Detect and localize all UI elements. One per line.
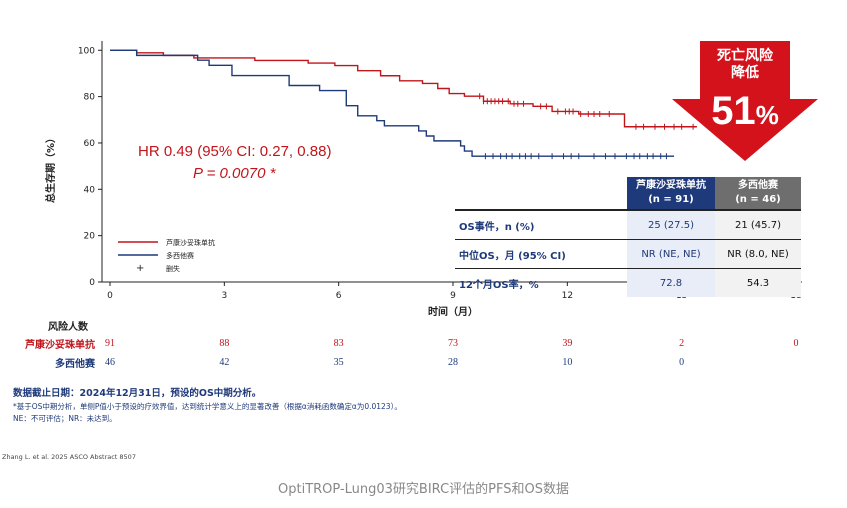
os-row-value: 54.3 bbox=[715, 268, 801, 297]
risk-count: 2 bbox=[679, 338, 684, 349]
risk-count: 46 bbox=[105, 357, 115, 368]
y-tick-label: 80 bbox=[84, 93, 96, 103]
risk-count: 73 bbox=[448, 338, 458, 349]
os-row-value: NR (NE, NE) bbox=[627, 239, 715, 269]
arrow-unit: % bbox=[755, 100, 779, 130]
y-axis-label: 总生存期（%） bbox=[44, 133, 57, 203]
hr-text: HR 0.49 (95% CI: 0.27, 0.88) bbox=[138, 143, 332, 160]
p-value-text: P = 0.0070 * bbox=[193, 165, 276, 182]
risk-count: 39 bbox=[562, 338, 572, 349]
risk-count: 83 bbox=[334, 338, 344, 349]
os-row-value: 25 (27.5) bbox=[627, 210, 715, 240]
risk-count: 28 bbox=[448, 357, 458, 368]
legend-censor-mark: + bbox=[136, 263, 144, 274]
arrow-percent: 51% bbox=[672, 89, 818, 134]
y-tick-label: 40 bbox=[84, 185, 96, 195]
os-col-2-name: 多西他赛 bbox=[738, 180, 778, 191]
y-tick-label: 20 bbox=[84, 232, 96, 242]
x-tick-label: 12 bbox=[562, 291, 573, 301]
legend-label-series-1: 芦康沙妥珠单抗 bbox=[166, 238, 215, 247]
chart-legend: 芦康沙妥珠单抗 多西他赛 + 删失 bbox=[118, 238, 215, 274]
os-col-2-n: (n = 46) bbox=[735, 194, 781, 205]
os-col-1-n: (n = 91) bbox=[648, 194, 694, 205]
risk-count: 91 bbox=[105, 338, 115, 349]
os-table-header: 芦康沙妥珠单抗 (n = 91) 多西他赛 (n = 46) bbox=[455, 177, 801, 211]
os-col-1-name: 芦康沙妥珠单抗 bbox=[636, 180, 706, 191]
os-summary-table: 芦康沙妥珠单抗 (n = 91) 多西他赛 (n = 46) OS事件，n (%) … bbox=[455, 177, 801, 297]
y-tick-label: 60 bbox=[84, 139, 96, 149]
risk-count: 35 bbox=[334, 357, 344, 368]
os-row-value: 21 (45.7) bbox=[715, 210, 801, 240]
footnote-abbreviations: NE：不可评估；NR：未达到。 bbox=[13, 414, 117, 423]
os-table-header-empty bbox=[455, 177, 627, 211]
os-row-label: 12个月OS率，% bbox=[459, 279, 539, 291]
x-tick-label: 0 bbox=[107, 291, 113, 301]
survival-curve-series-2 bbox=[110, 49, 675, 157]
y-tick-label: 100 bbox=[78, 46, 95, 56]
risk-row-label-series-2: 多西他赛 bbox=[55, 359, 95, 370]
arrow-line-2: 降低 bbox=[731, 65, 759, 81]
footnote-significance: *基于OS中期分析，单侧P值小于预设的疗效界值，达到统计学意义上的显著改善（根据… bbox=[13, 402, 402, 411]
risk-row-label-series-1: 芦康沙妥珠单抗 bbox=[25, 340, 95, 351]
risk-count: 42 bbox=[219, 357, 229, 368]
hr-annotation: HR 0.49 (95% CI: 0.27, 0.88) P = 0.0070 … bbox=[138, 141, 331, 185]
arrow-line-1: 死亡风险 bbox=[717, 48, 773, 64]
risk-count: 10 bbox=[562, 357, 572, 368]
risk-table-title: 风险人数 bbox=[48, 322, 88, 333]
x-tick-label: 6 bbox=[336, 291, 342, 301]
risk-reduction-arrow: 死亡风险 降低 51% bbox=[672, 41, 818, 161]
os-row-label: OS事件，n (%) bbox=[455, 210, 627, 240]
os-row-label: 中位OS，月 (95% CI) bbox=[455, 239, 627, 269]
risk-count: 0 bbox=[679, 357, 684, 368]
y-tick-label: 0 bbox=[89, 278, 95, 288]
x-tick-label: 9 bbox=[450, 291, 456, 301]
os-row-value: NR (8.0, NE) bbox=[715, 239, 801, 269]
footnote-cutoff: 数据截止日期：2024年12月31日，预设的OS中期分析。 bbox=[13, 388, 262, 399]
os-table-col-2: 多西他赛 (n = 46) bbox=[715, 177, 801, 211]
os-row-value: 72.8 bbox=[627, 268, 715, 297]
risk-count: 88 bbox=[219, 338, 229, 349]
citation: Zhang L. et al. 2025 ASCO Abstract 8507 bbox=[2, 453, 136, 461]
arrow-shape bbox=[672, 41, 818, 161]
x-tick-label: 3 bbox=[221, 291, 227, 301]
legend-label-series-2: 多西他赛 bbox=[166, 251, 194, 260]
table-row: 中位OS，月 (95% CI) NR (NE, NE) NR (8.0, NE) bbox=[455, 239, 801, 269]
table-row: OS事件，n (%) 25 (27.5) 21 (45.7) bbox=[455, 210, 801, 240]
legend-label-censor: 删失 bbox=[166, 264, 180, 273]
arrow-value: 51 bbox=[711, 89, 756, 133]
risk-count: 0 bbox=[794, 338, 799, 349]
os-table-col-1: 芦康沙妥珠单抗 (n = 91) bbox=[627, 177, 715, 211]
survival-curve-series-1 bbox=[110, 49, 697, 128]
table-row: 12个月OS率，% 72.8 54.3 bbox=[455, 268, 801, 297]
x-axis-label: 时间（月） bbox=[428, 305, 478, 318]
image-caption: OptiTROP-Lung03研究BIRC评估的PFS和OS数据 bbox=[278, 482, 569, 497]
